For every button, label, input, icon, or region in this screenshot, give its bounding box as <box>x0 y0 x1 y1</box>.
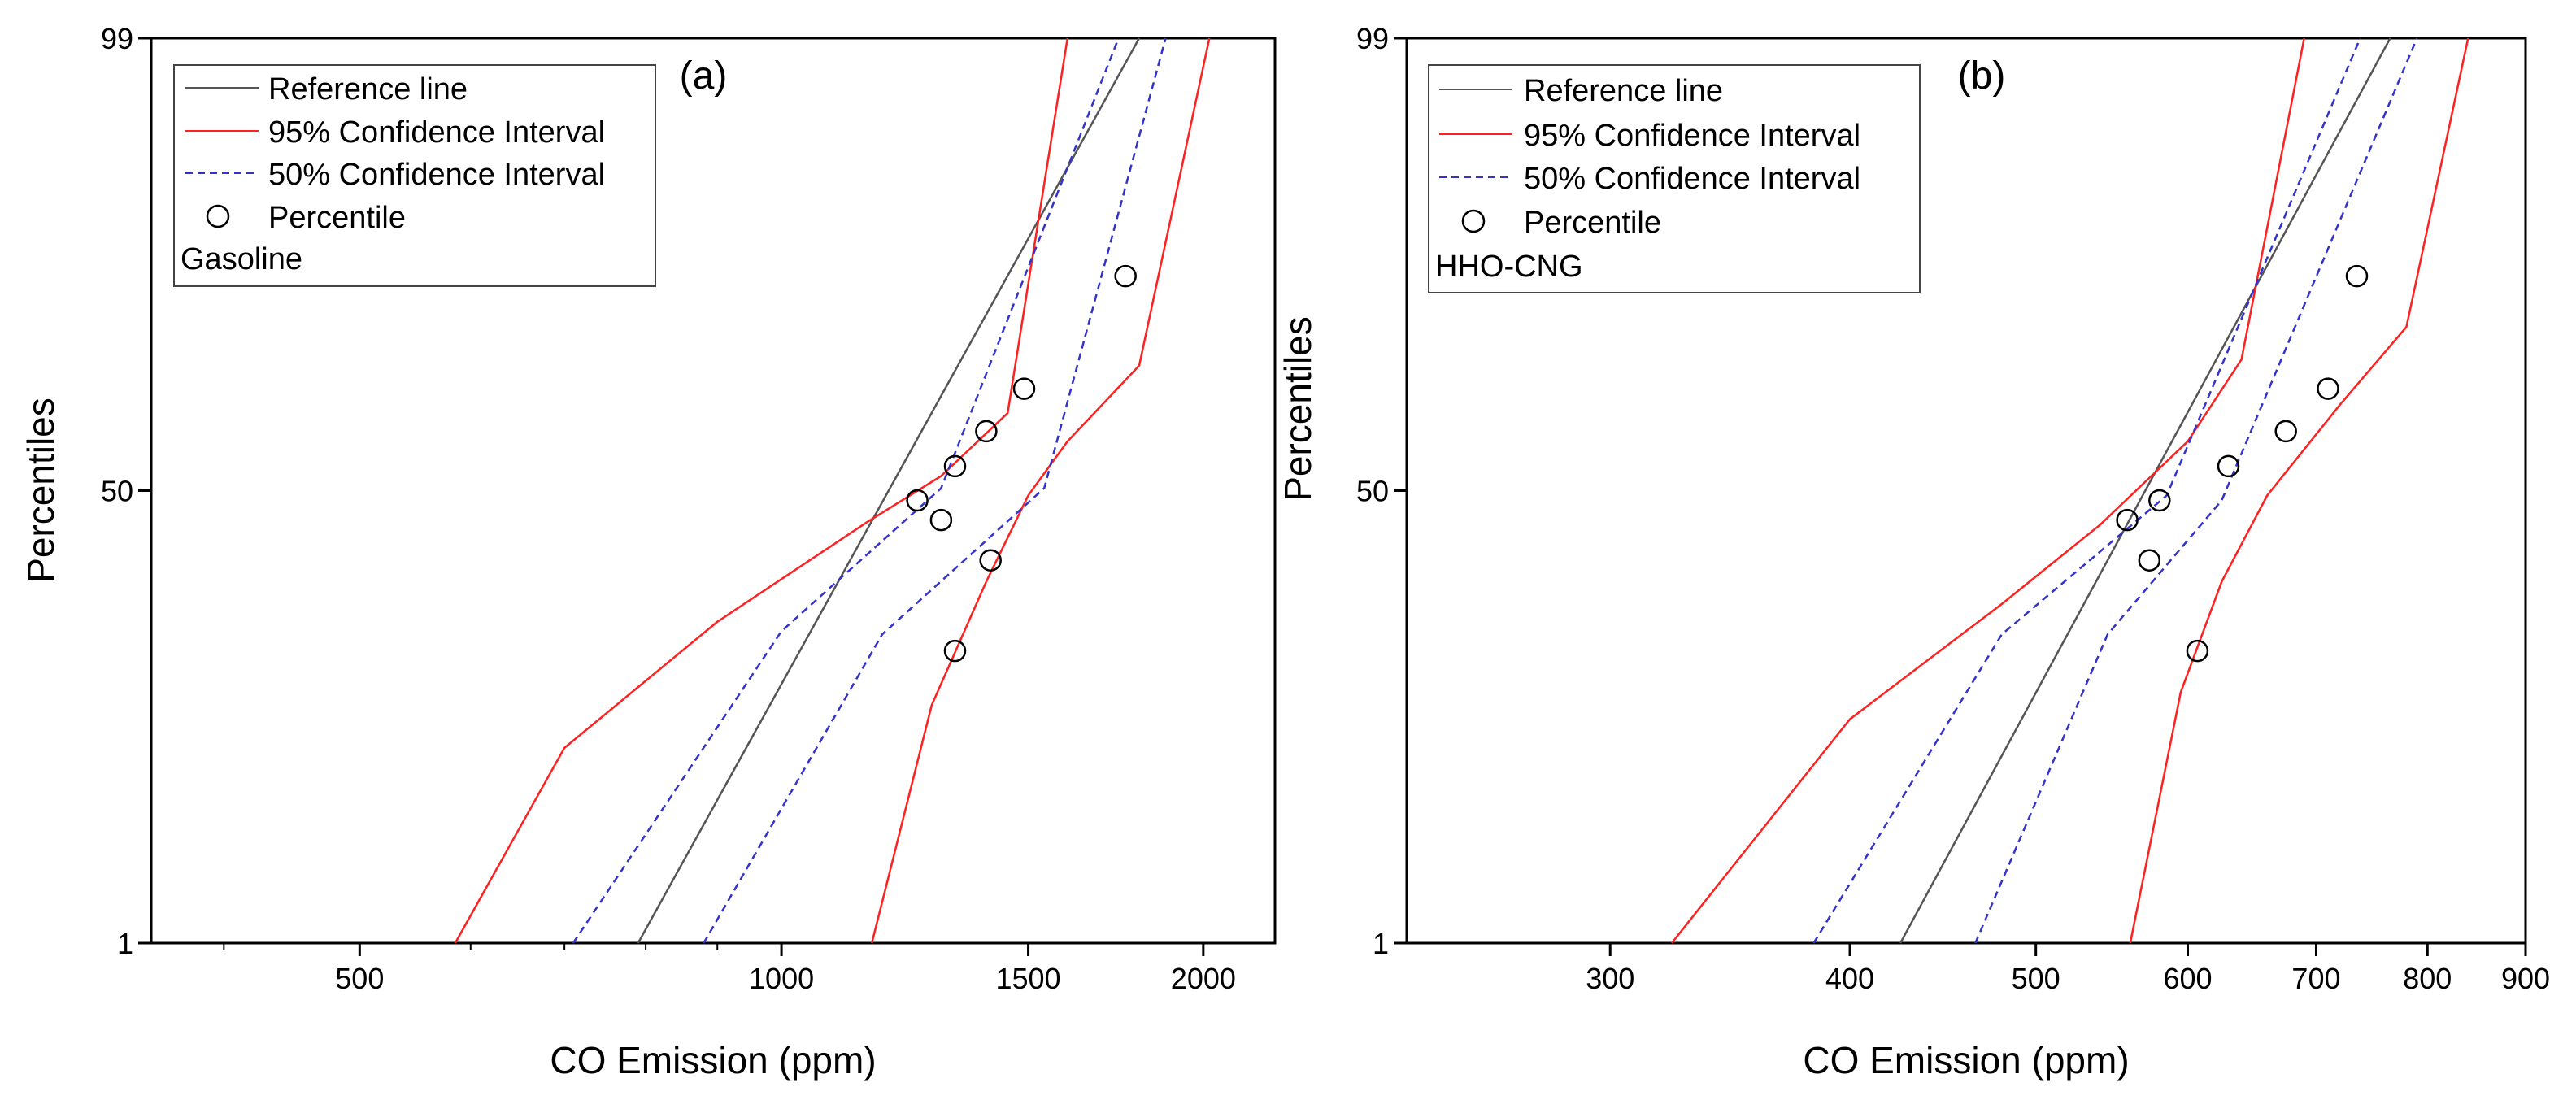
legend-entry-ci50: 50% Confidence Interval <box>268 158 605 192</box>
x-tick-label: 2000 <box>1171 962 1236 995</box>
ticks-layer: 300 400 500 600 700 800 900 1 50 99 <box>1356 22 2550 995</box>
y-tick-label: 50 <box>1356 475 1389 508</box>
legend-box <box>1428 64 1921 293</box>
percentile-point <box>2345 264 2369 288</box>
percentile-point <box>943 639 967 663</box>
legend-entry-ci50: 50% Confidence Interval <box>1524 162 1860 196</box>
series-line-95-confidence-interval-lower <box>454 37 1069 944</box>
x-tick-label: 900 <box>2501 962 2550 995</box>
series-line-50-confidence-interval-lower <box>1812 37 2361 944</box>
x-tick-label: 300 <box>1586 962 1634 995</box>
y-tick-label: 99 <box>101 22 133 55</box>
legend-note: Gasoline <box>181 242 302 276</box>
legend: Reference line 95% Confidence Interval 5… <box>173 64 656 287</box>
x-tick-label: 700 <box>2291 962 2340 995</box>
series-line-reference-line <box>637 37 1141 944</box>
percentile-point <box>2148 489 2171 512</box>
percentile-point <box>2116 508 2139 532</box>
y-tick-label: 99 <box>1356 22 1389 55</box>
panel-a: 500 1000 1500 2000 1 50 99 (a) CO Emission (pp… <box>20 22 1277 1081</box>
panel-label: (b) <box>1958 54 2006 98</box>
legend-entry-ci95: 95% Confidence Interval <box>268 115 605 150</box>
series-line-95-confidence-interval-upper <box>2129 37 2469 944</box>
x-tick-label: 500 <box>335 962 384 995</box>
series-line-50-confidence-interval-lower <box>572 37 1120 944</box>
y-axis-label: Percentiles <box>1277 316 1319 502</box>
percentile-point <box>2186 639 2209 663</box>
percentile-point <box>2317 377 2339 400</box>
y-tick-label: 50 <box>101 475 133 508</box>
percentile-point <box>1114 264 1137 288</box>
y-tick-label: 1 <box>1373 927 1389 960</box>
percentile-point <box>1012 377 1036 400</box>
percentile-point <box>906 489 929 512</box>
y-axis-label: Percentiles <box>20 398 62 583</box>
legend-entry-percentile: Percentile <box>1524 206 1661 240</box>
series-line-50-confidence-interval-upper <box>1974 37 2418 944</box>
x-tick-label: 400 <box>1825 962 1874 995</box>
x-tick-label: 500 <box>2012 962 2060 995</box>
y-tick-label: 1 <box>117 927 133 960</box>
x-tick-label: 800 <box>2403 962 2452 995</box>
legend-entry-reference: Reference line <box>268 72 468 107</box>
x-tick-label: 1000 <box>749 962 814 995</box>
percentile-point <box>943 454 967 478</box>
panel-b: 300 400 500 600 700 800 900 1 50 99 (b) CO Emissi… <box>1277 22 2550 1081</box>
legend-swatch-percentile <box>1461 209 1486 233</box>
series-line-reference-line <box>1899 37 2391 944</box>
legend-entry-ci95: 95% Confidence Interval <box>1524 119 1860 153</box>
panel-label: (a) <box>680 54 728 98</box>
series-line-50-confidence-interval-upper <box>703 37 1167 944</box>
series-line-95-confidence-interval-lower <box>1670 37 2305 944</box>
x-axis-label: CO Emission (ppm) <box>550 1039 876 1081</box>
legend-box <box>173 64 656 287</box>
series-line-95-confidence-interval-upper <box>870 37 1211 944</box>
legend-entry-percentile: Percentile <box>268 201 406 235</box>
legend: Reference line 95% Confidence Interval 5… <box>1428 64 1921 293</box>
series-layer <box>1670 37 2469 944</box>
percentile-point <box>2217 454 2240 478</box>
percentile-point <box>979 549 1002 572</box>
x-tick-label: 600 <box>2163 962 2212 995</box>
series-layer <box>454 37 1211 944</box>
percentile-point <box>929 508 953 532</box>
ticks-layer: 500 1000 1500 2000 1 50 99 <box>101 22 1236 995</box>
legend-entry-reference: Reference line <box>1524 74 1723 108</box>
legend-swatch-percentile <box>206 204 230 228</box>
percentile-point <box>2274 420 2297 443</box>
percentile-point <box>975 420 998 443</box>
x-tick-label: 1500 <box>995 962 1060 995</box>
percentile-point <box>2138 549 2161 572</box>
x-axis-label: CO Emission (ppm) <box>1803 1039 2129 1081</box>
legend-note: HHO-CNG <box>1435 250 1583 284</box>
